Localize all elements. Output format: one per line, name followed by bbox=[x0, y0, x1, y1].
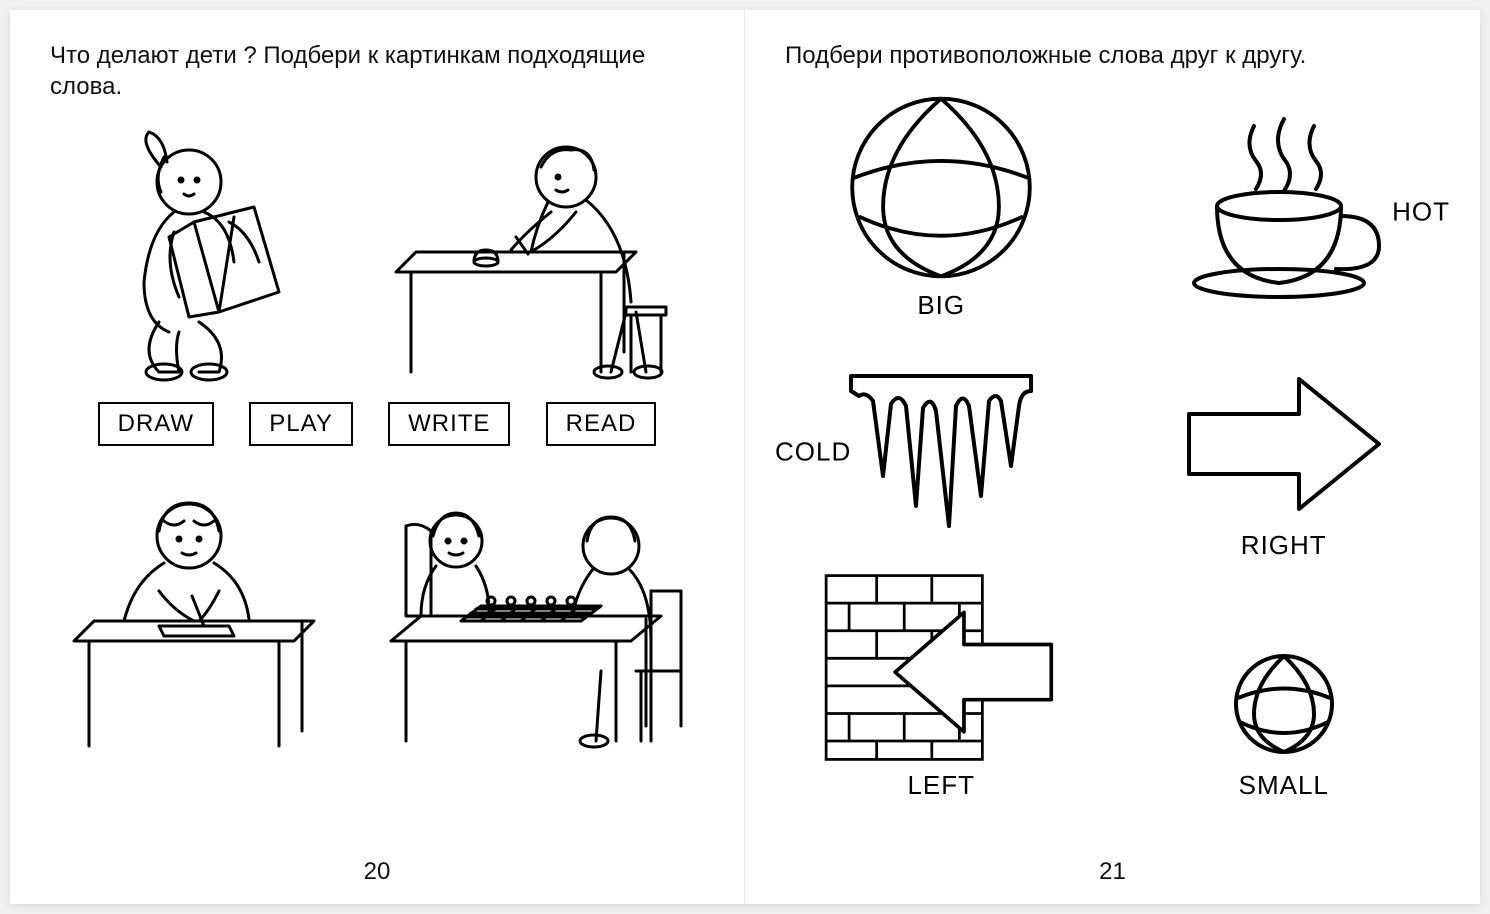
ball-small-icon bbox=[1224, 644, 1344, 764]
arrow-left-wall-icon bbox=[811, 571, 1071, 764]
writing-child-icon bbox=[64, 481, 324, 751]
picture-reading-girl bbox=[79, 122, 319, 382]
book-spread: Что делают дети ? Подбери к картинкам по… bbox=[10, 10, 1480, 904]
label-big: BIG bbox=[917, 290, 965, 321]
picture-writing-child bbox=[64, 481, 324, 751]
page-number-right: 21 bbox=[1099, 858, 1126, 886]
label-small: SMALL bbox=[1239, 770, 1329, 801]
label-left: LEFT bbox=[907, 770, 975, 801]
icicles-icon bbox=[841, 356, 1041, 536]
page-number-left: 20 bbox=[364, 858, 391, 886]
cell-left: LEFT bbox=[785, 571, 1098, 801]
instruction-left: Что делают дети ? Подбери к картинкам по… bbox=[50, 40, 704, 102]
word-box-write[interactable]: WRITE bbox=[388, 402, 510, 446]
ball-big-icon bbox=[836, 91, 1046, 284]
reading-girl-icon bbox=[79, 122, 319, 382]
word-box-draw[interactable]: DRAW bbox=[98, 402, 214, 446]
top-pictures-row bbox=[50, 122, 704, 382]
word-box-read[interactable]: READ bbox=[546, 402, 657, 446]
page-left: Что делают дети ? Подбери к картинкам по… bbox=[10, 10, 745, 904]
chess-players-icon bbox=[351, 471, 691, 751]
picture-drawing-boy bbox=[376, 122, 676, 382]
bottom-pictures-row bbox=[50, 471, 704, 751]
cell-big: BIG bbox=[785, 91, 1098, 321]
label-cold: COLD bbox=[775, 437, 851, 468]
cell-hot: HOT bbox=[1128, 91, 1441, 321]
cell-right: RIGHT bbox=[1128, 331, 1441, 561]
instruction-right: Подбери противоположные слова друг к дру… bbox=[785, 40, 1440, 71]
word-box-play[interactable]: PLAY bbox=[249, 402, 353, 446]
word-boxes-row: DRAW PLAY WRITE READ bbox=[90, 402, 664, 446]
page-right: Подбери противоположные слова друг к дру… bbox=[745, 10, 1480, 904]
picture-playing-chess bbox=[351, 471, 691, 751]
cell-cold: COLD bbox=[785, 331, 1098, 561]
opposites-grid: BIG bbox=[785, 91, 1440, 801]
label-right: RIGHT bbox=[1241, 530, 1327, 561]
drawing-boy-icon bbox=[376, 122, 676, 382]
cup-hot-icon bbox=[1184, 111, 1384, 301]
label-hot: HOT bbox=[1392, 197, 1450, 228]
arrow-right-icon bbox=[1179, 364, 1389, 524]
cell-small: SMALL bbox=[1128, 571, 1441, 801]
